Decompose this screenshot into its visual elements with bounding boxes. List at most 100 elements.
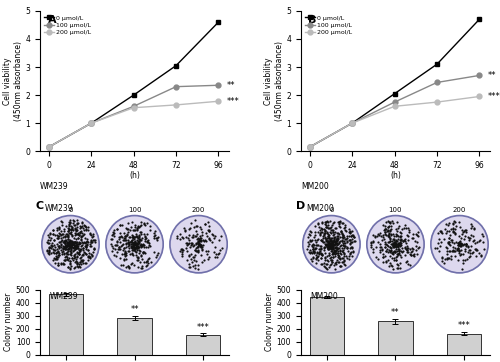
Point: [64, 240, 72, 246]
Point: [43, 247, 51, 253]
Point: [388, 255, 396, 261]
Point: [340, 258, 347, 264]
Point: [314, 251, 322, 257]
Point: [324, 243, 332, 249]
Point: [128, 244, 136, 250]
Point: [134, 244, 142, 250]
Point: [77, 257, 85, 263]
Point: [455, 239, 463, 245]
Point: [66, 265, 74, 271]
Line: 200 μmol/L: 200 μmol/L: [46, 99, 221, 150]
Point: [326, 243, 334, 248]
Point: [343, 233, 351, 239]
Point: [468, 233, 476, 239]
Point: [387, 231, 395, 237]
Point: [204, 251, 212, 257]
Point: [150, 249, 158, 255]
Point: [138, 256, 146, 262]
Point: [324, 242, 332, 248]
Point: [388, 223, 396, 228]
Point: [322, 224, 330, 230]
Point: [76, 229, 84, 235]
Point: [455, 233, 463, 239]
Point: [194, 244, 202, 249]
Point: [53, 232, 61, 237]
Point: [346, 256, 354, 262]
Point: [331, 237, 339, 243]
Point: [60, 239, 68, 245]
Point: [326, 243, 334, 248]
Point: [336, 218, 344, 224]
Bar: [447, 333, 482, 355]
Point: [325, 234, 333, 240]
Point: [402, 244, 409, 250]
Point: [388, 250, 396, 256]
Point: [120, 258, 128, 264]
Point: [74, 235, 82, 240]
Point: [332, 247, 340, 253]
Point: [83, 241, 91, 247]
Point: [112, 242, 120, 248]
Point: [376, 232, 384, 238]
Point: [339, 220, 347, 226]
Point: [81, 260, 89, 266]
Point: [132, 245, 140, 251]
Point: [76, 240, 84, 246]
Point: [51, 261, 59, 266]
Circle shape: [170, 216, 227, 273]
Point: [58, 247, 66, 253]
Point: [66, 244, 74, 250]
Point: [65, 240, 73, 246]
Point: [51, 256, 59, 262]
Point: [398, 233, 406, 239]
100 μmol/L: [476, 73, 482, 77]
Point: [128, 242, 136, 248]
Point: [440, 256, 448, 262]
Point: [447, 226, 455, 232]
Point: [448, 239, 456, 244]
Point: [306, 238, 314, 244]
100 μmol/L: [434, 80, 440, 85]
Point: [332, 238, 340, 244]
Point: [382, 239, 390, 245]
Point: [68, 241, 76, 247]
Point: [72, 245, 80, 251]
Point: [330, 249, 338, 255]
Point: [182, 245, 190, 251]
Point: [342, 228, 349, 233]
Point: [124, 237, 132, 243]
Point: [190, 247, 198, 253]
Point: [136, 239, 143, 244]
Point: [61, 243, 69, 249]
Point: [62, 257, 70, 262]
Point: [324, 240, 332, 246]
Point: [390, 241, 398, 247]
Point: [192, 248, 200, 254]
Point: [76, 255, 84, 261]
Point: [328, 251, 336, 257]
Point: [324, 240, 332, 246]
Point: [333, 231, 341, 236]
Point: [70, 265, 78, 271]
Point: [332, 248, 340, 254]
Point: [449, 229, 457, 235]
Point: [322, 238, 330, 244]
Point: [328, 240, 336, 246]
Point: [89, 231, 97, 237]
Point: [329, 238, 337, 244]
Point: [132, 240, 140, 246]
Point: [120, 256, 128, 262]
Point: [345, 230, 353, 235]
Point: [44, 248, 52, 254]
200 μmol/L: [392, 104, 398, 109]
Point: [455, 247, 463, 253]
Point: [454, 243, 462, 248]
Point: [442, 230, 450, 236]
Point: [345, 233, 353, 239]
Point: [394, 236, 402, 242]
Point: [334, 252, 342, 257]
Point: [396, 233, 404, 239]
Point: [80, 232, 88, 237]
Point: [86, 231, 94, 237]
Point: [333, 233, 341, 239]
